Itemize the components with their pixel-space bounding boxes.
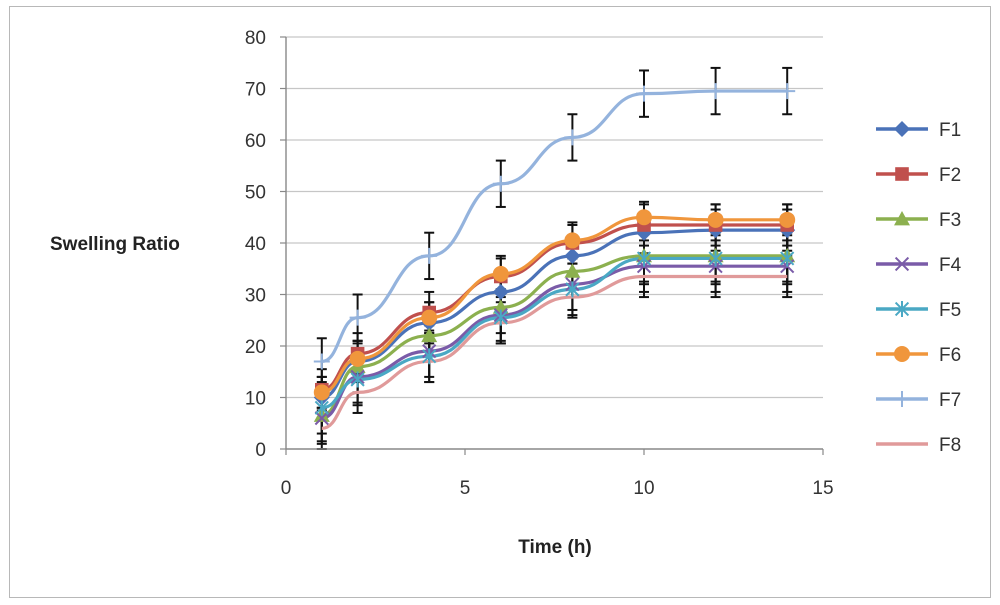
marker-f3-2 xyxy=(421,327,438,343)
legend-entry-f8: F8 xyxy=(876,435,961,456)
legend-marker-f6 xyxy=(894,346,910,362)
y-tick-label-30: 30 xyxy=(245,286,266,307)
marker-f1-4 xyxy=(564,247,581,264)
marker-f5-3 xyxy=(493,309,508,326)
marker-f6-1 xyxy=(349,350,366,367)
legend-marker-f1 xyxy=(894,121,910,137)
marker-f6-7 xyxy=(779,211,796,228)
series-line-f7 xyxy=(321,89,788,364)
marker-f7-2 xyxy=(421,247,438,264)
marker-f7-7 xyxy=(779,83,796,100)
series-line-f1 xyxy=(321,228,788,400)
marker-f7-5 xyxy=(636,85,652,102)
series-lines xyxy=(321,89,788,430)
tick-labels: 0 10 20 30 40 50 60 70 80 0 5 10 15 xyxy=(245,28,834,499)
legend-entry-f6: F6 xyxy=(876,345,961,366)
y-axis-title: Swelling Ratio xyxy=(50,234,180,255)
legend-label-f5: F5 xyxy=(939,300,961,321)
marker-f6-3 xyxy=(492,265,509,282)
marker-f6-6 xyxy=(707,211,724,228)
x-axis-title: Time (h) xyxy=(518,537,592,558)
legend-label-f1: F1 xyxy=(939,120,961,141)
legend-entry-f7: F7 xyxy=(876,390,961,411)
legend-entry-f3: F3 xyxy=(876,210,961,231)
marker-f1-3 xyxy=(492,283,509,300)
legend-marker-f7 xyxy=(894,391,910,407)
marker-f6-5 xyxy=(636,209,652,226)
marker-f5-7 xyxy=(780,250,795,267)
series-line-f4 xyxy=(321,264,788,420)
axes xyxy=(280,36,824,455)
x-tick-label-10: 10 xyxy=(633,478,654,499)
y-tick-label-40: 40 xyxy=(245,234,266,255)
marker-f3-4 xyxy=(564,263,581,278)
series-line-f2 xyxy=(321,223,788,392)
legend-marker-f5 xyxy=(894,301,910,317)
x-tick-label-15: 15 xyxy=(812,478,833,499)
marker-f7-3 xyxy=(492,175,509,192)
legend-marker-f4 xyxy=(894,256,910,272)
marker-f5-2 xyxy=(422,348,437,365)
legend-label-f6: F6 xyxy=(939,345,961,366)
x-tick-label-5: 5 xyxy=(460,478,471,499)
legend-label-f4: F4 xyxy=(939,255,962,276)
legend-entry-f5: F5 xyxy=(876,300,961,321)
legend-label-f3: F3 xyxy=(939,210,961,231)
series-line-f5 xyxy=(321,256,788,410)
marker-f7-1 xyxy=(349,309,366,326)
series-line-f6 xyxy=(321,215,788,394)
marker-f5-0 xyxy=(314,399,329,416)
legend-marker-f2 xyxy=(895,167,909,181)
y-tick-label-20: 20 xyxy=(245,337,266,358)
marker-f5-5 xyxy=(636,250,652,267)
y-tick-label-80: 80 xyxy=(245,28,266,49)
marker-f6-4 xyxy=(564,232,581,249)
legend-entry-f4: F4 xyxy=(876,255,962,276)
gridlines xyxy=(286,36,823,399)
marker-f6-0 xyxy=(313,384,330,401)
marker-f5-1 xyxy=(350,371,365,388)
marker-f7-4 xyxy=(564,129,581,146)
y-tick-label-70: 70 xyxy=(245,80,266,101)
legend-label-f7: F7 xyxy=(939,390,961,411)
marker-f5-4 xyxy=(565,281,580,298)
legend-entry-f1: F1 xyxy=(876,120,961,141)
legend-label-f8: F8 xyxy=(939,435,961,456)
x-tick-label-0: 0 xyxy=(281,478,292,499)
marker-f5-6 xyxy=(708,250,723,267)
marker-f7-0 xyxy=(313,353,330,370)
marker-f7-6 xyxy=(707,83,724,100)
y-tick-label-0: 0 xyxy=(255,440,266,461)
marker-f6-2 xyxy=(421,309,438,326)
y-tick-label-10: 10 xyxy=(245,389,266,410)
series-line-f8 xyxy=(321,274,788,430)
legend-label-f2: F2 xyxy=(939,165,961,186)
legend-marker-f3 xyxy=(894,211,910,226)
marker-f4-0 xyxy=(314,410,329,426)
legend: F1 F2 F3 F4 F5 F6 F7 F8 xyxy=(876,120,962,456)
y-tick-label-50: 50 xyxy=(245,183,266,204)
series-line-f3 xyxy=(321,254,788,418)
legend-entry-f2: F2 xyxy=(876,165,961,186)
y-tick-label-60: 60 xyxy=(245,131,266,152)
series-markers xyxy=(313,83,796,426)
